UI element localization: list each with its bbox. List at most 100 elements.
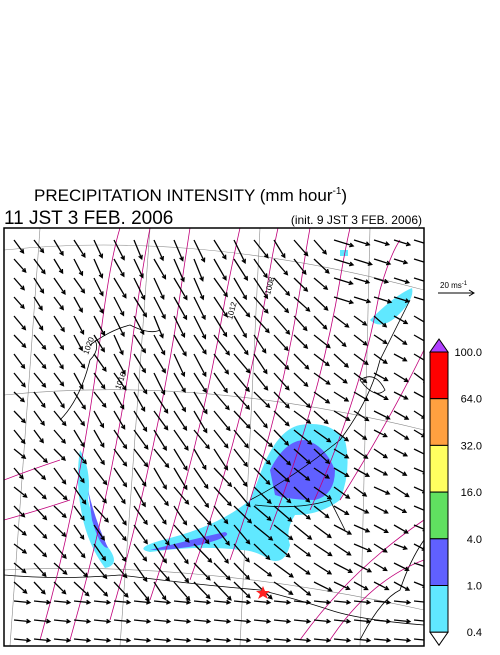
wind-vector [213,448,229,471]
wind-vector [93,410,105,429]
wind-vector [393,467,408,476]
wind-vector [153,524,170,546]
wind-vector [133,239,143,261]
wind-vector [73,618,92,624]
wind-vector [233,637,252,643]
wind-vector [193,448,207,471]
wind-vector [133,599,152,605]
wind-vector [133,467,147,487]
wind-vector [173,353,186,378]
wind-vector [413,562,424,568]
wind-vector [253,543,271,561]
wind-vector [13,543,28,554]
wind-vector [153,599,172,605]
wind-vector [53,505,67,519]
wind-vector [373,543,388,553]
wind-vector [73,637,92,643]
wind-vector [173,448,188,471]
wind-vector [373,315,388,328]
wind-vector [133,391,146,412]
wind-vector [73,467,85,484]
wind-vector [293,372,309,387]
wind-vector [353,239,371,247]
wind-vector [393,353,408,362]
wind-vector [353,505,370,514]
wind-vector [233,296,251,318]
wind-vector [333,391,350,402]
wind-vector [333,296,355,305]
wind-vector [153,543,167,564]
colorbar-under [429,631,449,647]
precip-moderate [150,440,335,550]
vector-scale-exponent: -1 [462,281,468,287]
wind-vector [353,486,368,497]
wind-vector [253,334,267,354]
wind-vector [213,258,227,281]
wind-vector [393,372,409,383]
wind-vector [353,334,368,346]
colorbar-segment [429,398,449,446]
wind-vector [53,524,67,538]
wind-vector [273,239,286,259]
wind-vector [73,524,85,540]
wind-vector [293,277,309,292]
wind-vector [413,315,424,325]
wind-vector [153,258,167,280]
wind-vector [113,239,125,261]
wind-vector [13,372,26,388]
wind-vector [193,467,209,490]
contour-labels: 1020 1016 1012 1008 [81,275,276,390]
wind-vector [273,467,291,483]
precipitation [77,250,413,568]
wind-vector [73,334,83,352]
contour-label: 1020 [81,335,96,355]
wind-vector [153,581,167,601]
wind-vector [73,239,86,258]
wind-vector [93,429,105,448]
wind-vector [133,334,147,354]
wind-vector [213,372,228,394]
wind-vector [413,638,424,641]
wind-vector [113,372,127,391]
wind-vector [33,315,44,331]
wind-vector [313,296,329,311]
wind-vector [173,618,192,624]
wind-vector [393,258,409,265]
wind-vector [73,448,87,465]
wind-vector [13,277,25,291]
wind-vector [13,581,28,594]
wind-vector [333,637,352,643]
wind-vector [13,315,27,331]
wind-vector [33,467,47,481]
wind-vector [213,334,231,356]
wind-vector [213,618,232,624]
wind-vector [193,391,208,415]
wind-vector [153,353,166,374]
wind-vector [313,391,331,404]
wind-vector [293,486,311,503]
wind-vector [273,581,294,595]
colorbar-label: 64.0 [461,394,482,406]
wind-vector [133,410,148,433]
wind-vector [253,296,269,314]
wind-vector [393,524,409,534]
wind-vector [333,618,352,624]
wind-vector [33,372,47,388]
wind-vector [253,599,272,605]
wind-vector [233,486,251,508]
wind-vector [233,372,250,393]
wind-vector [173,486,190,505]
wind-vector [113,524,127,542]
wind-vector [253,258,268,279]
wind-vector [253,524,274,541]
wind-vector [313,618,332,624]
wind-vector [93,372,106,390]
wind-vector [93,448,105,466]
wind-vector [313,334,331,349]
wind-vector [33,618,52,624]
wind-vector [173,296,188,321]
wind-vector [53,562,68,575]
wind-vector [233,543,250,563]
wind-vector [173,315,186,338]
